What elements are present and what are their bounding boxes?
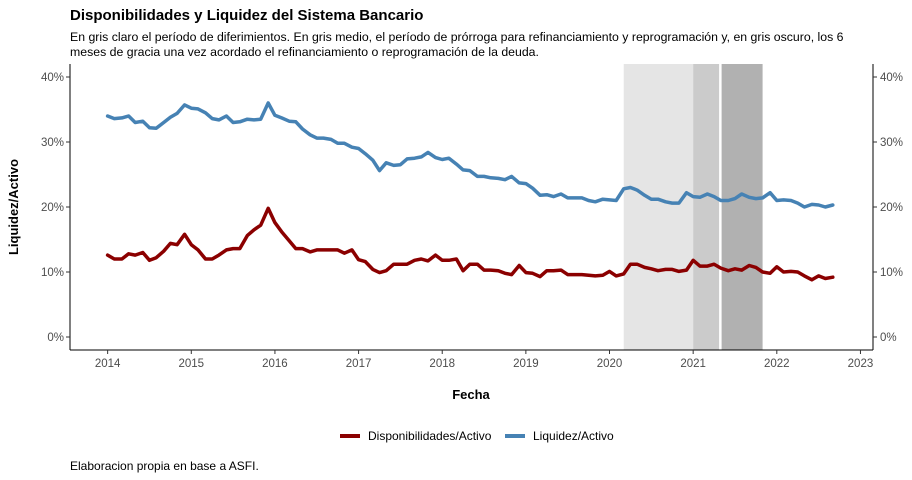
y-tick-label-right: 0% xyxy=(880,332,897,344)
x-tick-label: 2014 xyxy=(95,358,121,370)
legend-label-1: Disponibilidades/Activo xyxy=(368,429,492,443)
x-tick-label: 2020 xyxy=(597,358,623,370)
x-tick-label: 2018 xyxy=(429,358,455,370)
series-lines xyxy=(105,101,835,282)
legend-label-2: Liquidez/Activo xyxy=(533,429,614,443)
x-tick-label: 2023 xyxy=(848,358,874,370)
y-tick-label-left: 20% xyxy=(41,202,64,214)
chart-title: Disponibilidades y Liquidez del Sistema … xyxy=(70,7,424,24)
x-tick-label: 2022 xyxy=(764,358,790,370)
y-tick-label-left: 30% xyxy=(41,137,64,149)
y-tick-label-left: 40% xyxy=(41,72,64,84)
y-tick-label-left: 0% xyxy=(47,332,64,344)
chart-subtitle: En gris claro el período de diferimiento… xyxy=(70,30,844,59)
series-line-liquidez xyxy=(105,101,835,209)
x-axis-title: Fecha xyxy=(452,387,490,402)
y-tick-label-right: 40% xyxy=(880,72,903,84)
shaded-period-2 xyxy=(693,64,720,350)
chart-caption: Elaboracion propia en base a ASFI. xyxy=(70,459,259,473)
shaded-period-1 xyxy=(623,64,694,350)
y-tick-label-right: 10% xyxy=(880,267,903,279)
shaded-periods xyxy=(623,64,763,350)
axes: 2014 2015 2016 2017 2018 2019 2020 2021 2022 2023… xyxy=(41,64,903,370)
shaded-period-3 xyxy=(721,64,763,350)
series-line-disponibilidades xyxy=(105,206,835,282)
x-tick-label: 2019 xyxy=(513,358,539,370)
x-tick-label: 2015 xyxy=(178,358,204,370)
y-tick-label-left: 10% xyxy=(41,267,64,279)
x-tick-label: 2016 xyxy=(262,358,288,370)
x-tick-label: 2021 xyxy=(680,358,706,370)
legend: Disponibilidades/Activo Liquidez/Activo xyxy=(340,429,614,443)
y-tick-label-right: 20% xyxy=(880,202,903,214)
x-tick-label: 2017 xyxy=(346,358,372,370)
y-axis-title: Liquidez/Activo xyxy=(6,159,21,255)
y-tick-label-right: 30% xyxy=(880,137,903,149)
